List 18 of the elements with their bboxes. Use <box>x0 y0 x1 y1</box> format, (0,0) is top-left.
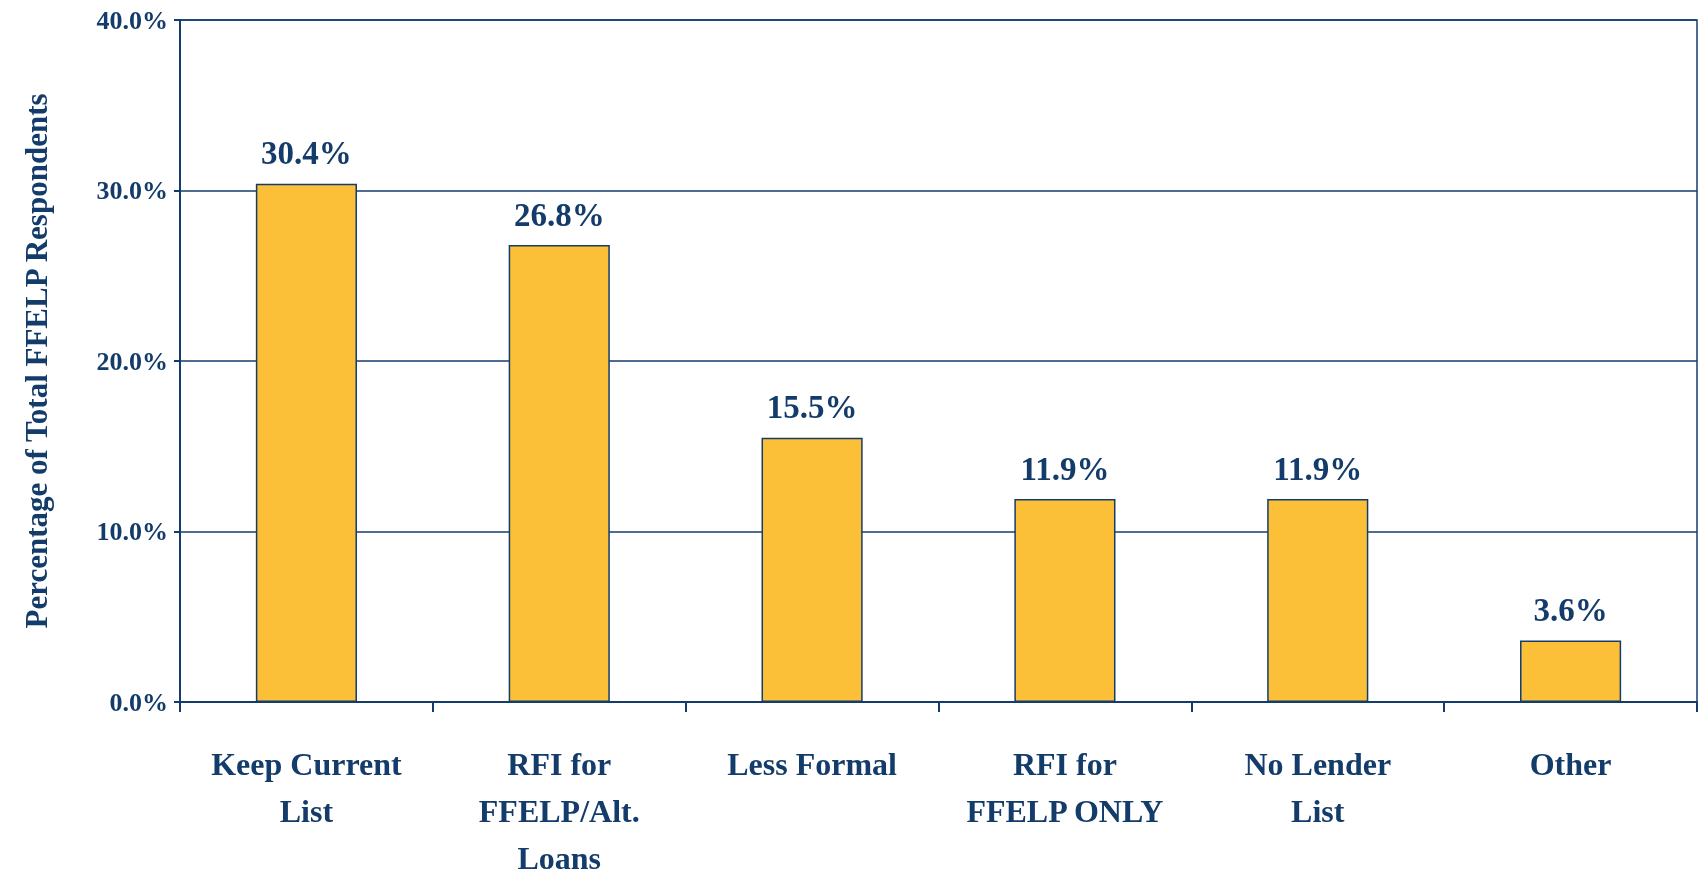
data-label: 11.9% <box>1273 450 1363 487</box>
x-tick-label: No Lender List <box>1244 745 1392 829</box>
x-tick-label: RFI for FFELP ONLY <box>966 745 1164 829</box>
y-tick-label: 30.0% <box>96 176 168 205</box>
data-label: 11.9% <box>1020 450 1110 487</box>
x-tick-label: RFI for FFELP/Alt. Loans <box>478 745 640 876</box>
y-axis-title: Percentage of Total FFELP Respondents <box>19 93 54 629</box>
y-tick-label: 40.0% <box>96 5 168 35</box>
x-tick-label: Keep Current List <box>211 745 402 829</box>
data-label: 30.4% <box>261 135 352 172</box>
x-tick-label: Less Formal <box>727 745 898 782</box>
y-tick-label: 10.0% <box>96 517 168 546</box>
data-label: 3.6% <box>1533 592 1608 629</box>
y-tick-label: 0.0% <box>109 687 168 717</box>
data-label: 26.8% <box>513 196 605 233</box>
data-label: 15.5% <box>766 389 858 426</box>
x-tick-label: Other <box>1529 745 1612 782</box>
y-tick-label: 20.0% <box>96 346 168 376</box>
